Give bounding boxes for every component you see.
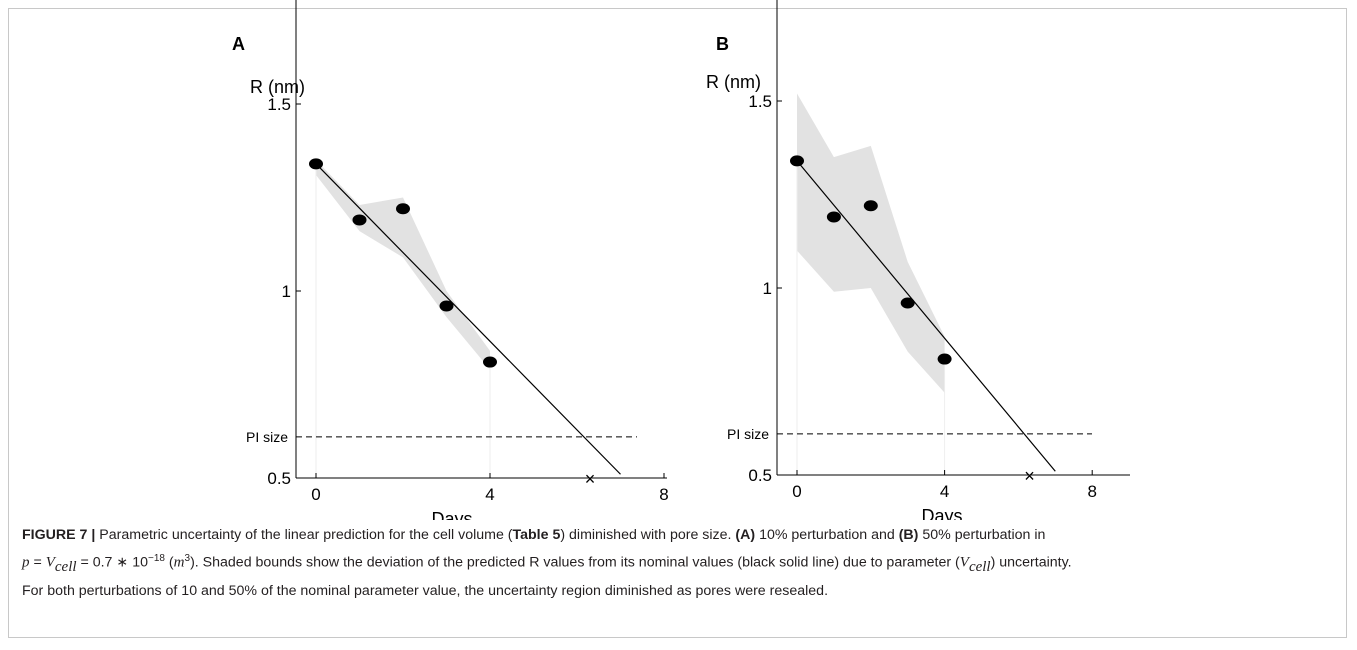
intercept-marker-b: × [1024, 466, 1035, 486]
x-axis-label-a: Days [431, 509, 472, 520]
panel-b-reference: (B) [898, 527, 919, 543]
panel-label-a: A [232, 34, 245, 54]
equation-value: = 0.7 ∗ 10 [80, 554, 148, 571]
figure-caption: FIGURE 7 | Parametric uncertainty of the… [22, 524, 1332, 603]
caption-text-1a: Parametric uncertainty of the linear pre… [99, 527, 513, 543]
pi-size-label-a: PI size [246, 429, 288, 445]
panel-a-reference: (A) [735, 527, 756, 543]
unit-m: m [173, 554, 185, 571]
caption-line-3: For both perturbations of 10 and 50% of … [22, 582, 829, 599]
equation-v-2-subscript: cell [968, 558, 991, 575]
equation-v-subscript: cell [54, 558, 77, 575]
y-tick-label-b: 0.5 [748, 466, 772, 485]
y-tick-label-b: 1.5 [748, 92, 772, 111]
unit-exponent: 3 [184, 553, 191, 564]
x-tick-label-a: 0 [311, 485, 320, 504]
y-tick-label-a: 0.5 [267, 469, 291, 488]
x-tick-label-b: 0 [792, 482, 801, 501]
equation-exponent: −18 [148, 553, 165, 564]
x-tick-label-a: 4 [485, 485, 494, 504]
data-point-b [826, 211, 841, 223]
panel-label-b: B [716, 34, 729, 54]
panel-b: B R (nm) Days 0.511.52048PI size× [706, 0, 1130, 520]
caption-text-1b: ) diminished with pore size. [560, 527, 732, 543]
caption-text-2: ). Shaded bounds show the deviation of t… [190, 554, 960, 571]
fit-line-a [315, 163, 621, 475]
intercept-marker-a: × [585, 469, 596, 489]
data-point-b [863, 200, 878, 212]
x-tick-label-b: 4 [940, 482, 949, 501]
y-axis-label-a: R (nm) [250, 77, 305, 97]
figure-frame [8, 8, 1347, 638]
data-point-b [937, 353, 952, 365]
equation-v-2: V [959, 554, 969, 571]
y-axis-label-b: R (nm) [706, 72, 761, 92]
equation-v: V [45, 554, 55, 571]
equation-equals: = [33, 554, 42, 571]
caption-line-1: FIGURE 7 | Parametric uncertainty of the… [22, 524, 1332, 547]
data-point-a [309, 158, 323, 170]
data-point-b [790, 155, 804, 167]
equation-p: p [22, 554, 30, 571]
table-reference: Table 5 [512, 527, 561, 543]
y-tick-label-b: 1 [763, 279, 772, 298]
y-tick-label-a: 1 [282, 282, 291, 301]
data-point-a [352, 214, 367, 226]
caption-text-2-end: ) uncertainty. [990, 554, 1072, 571]
data-point-a [439, 300, 454, 312]
unit-open-paren: ( [168, 554, 174, 571]
caption-text-1d: 50% perturbation in [922, 527, 1046, 543]
x-tick-label-a: 8 [659, 485, 668, 504]
caption-text-1c: 10% perturbation and [759, 527, 895, 543]
uncertainty-band-b [797, 93, 945, 393]
uncertainty-band-a [316, 160, 490, 370]
figure-label: FIGURE 7 | [22, 527, 96, 543]
data-point-b [900, 297, 915, 309]
data-point-a [483, 356, 497, 368]
y-tick-label-a: 1.5 [267, 95, 291, 114]
x-tick-label-b: 8 [1087, 482, 1096, 501]
caption-line-2: p = Vcell = 0.7 ∗ 10−18 (m3). Shaded bou… [22, 547, 1332, 580]
data-point-a [396, 203, 410, 215]
pi-size-label-b: PI size [727, 426, 769, 442]
fit-line-b [796, 160, 1056, 472]
x-axis-label-b: Days [921, 506, 962, 520]
figure-charts: A R (nm) Days 0.511.52048PI size× B R (n… [232, 0, 1130, 520]
panel-a: A R (nm) Days 0.511.52048PI size× [232, 0, 669, 520]
